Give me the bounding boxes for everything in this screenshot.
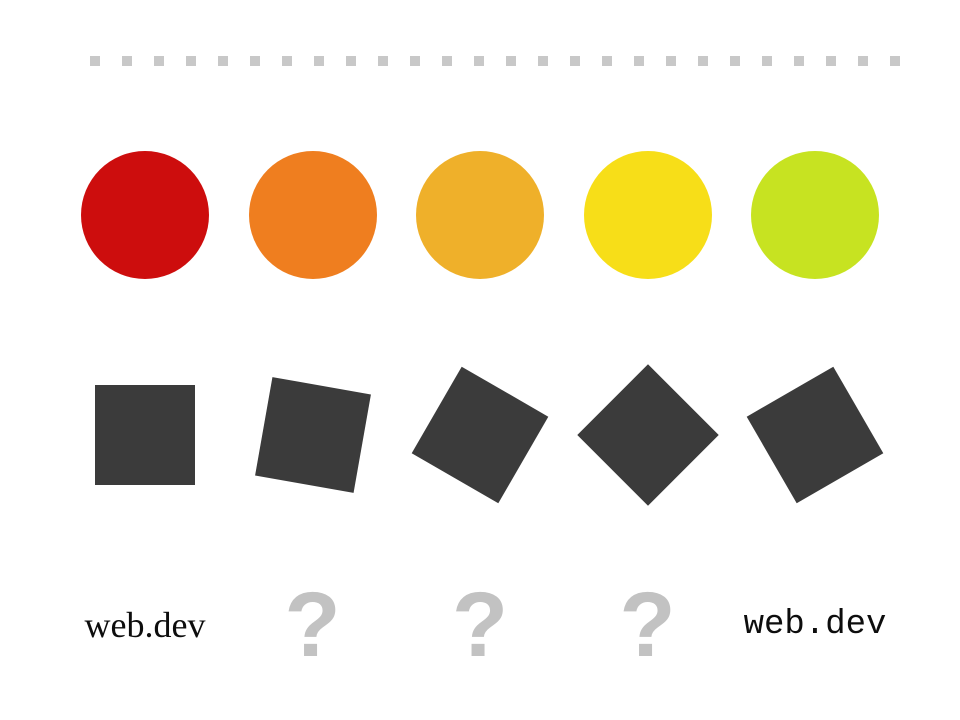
timeline-dot: [250, 56, 260, 66]
timeline-dot: [410, 56, 420, 66]
square-cell: [740, 360, 890, 510]
circle-cell: [573, 140, 723, 290]
timeline-dot: [314, 56, 324, 66]
rotating-square: [255, 377, 371, 493]
color-circle: [751, 151, 879, 279]
timeline-dot: [794, 56, 804, 66]
timeline-dot: [154, 56, 164, 66]
rotating-square: [95, 385, 195, 485]
font-start-cell: web.dev: [70, 550, 220, 700]
timeline-dot: [282, 56, 292, 66]
color-circle: [584, 151, 712, 279]
timeline-dot: [666, 56, 676, 66]
circle-cell: [740, 140, 890, 290]
timeline-dot: [378, 56, 388, 66]
question-cell: ?: [238, 550, 388, 700]
rotating-square: [412, 367, 549, 504]
timeline-dot: [346, 56, 356, 66]
color-circle: [81, 151, 209, 279]
question-cell: ?: [405, 550, 555, 700]
timeline-dot: [186, 56, 196, 66]
rotation-transition-row: [70, 360, 890, 510]
rotating-square: [577, 364, 718, 505]
font-transition-row: web.dev??? web.dev: [70, 570, 890, 680]
square-cell: [238, 360, 388, 510]
timeline-dot: [474, 56, 484, 66]
timeline-dot: [122, 56, 132, 66]
timeline-dot: [890, 56, 900, 66]
timeline-dot: [506, 56, 516, 66]
timeline-dot: [698, 56, 708, 66]
timeline-dot: [762, 56, 772, 66]
rotating-square: [747, 367, 884, 504]
square-cell: [573, 360, 723, 510]
question-cell: ?: [573, 550, 723, 700]
timeline-dot: [442, 56, 452, 66]
color-circle: [416, 151, 544, 279]
timeline-dot: [90, 56, 100, 66]
square-cell: [70, 360, 220, 510]
question-mark-icon: ?: [619, 579, 675, 671]
timeline-dot: [570, 56, 580, 66]
timeline-arrow: [90, 46, 890, 76]
timeline-dot: [730, 56, 740, 66]
font-end-cell: web.dev: [740, 550, 890, 700]
question-mark-icon: ?: [452, 579, 508, 671]
timeline-dot: [218, 56, 228, 66]
circle-cell: [405, 140, 555, 290]
color-circle: [249, 151, 377, 279]
square-cell: [405, 360, 555, 510]
color-transition-row: [70, 140, 890, 290]
question-mark-icon: ?: [284, 579, 340, 671]
diagram-canvas: web.dev??? web.dev: [0, 0, 960, 720]
start-font-label: web.dev: [85, 604, 206, 646]
circle-cell: [238, 140, 388, 290]
timeline-dot: [858, 56, 868, 66]
circle-cell: [70, 140, 220, 290]
timeline-dots: [90, 56, 900, 66]
timeline-dot: [602, 56, 612, 66]
timeline-dot: [826, 56, 836, 66]
end-font-label: web.dev: [744, 606, 887, 644]
timeline-dot: [538, 56, 548, 66]
timeline-dot: [634, 56, 644, 66]
